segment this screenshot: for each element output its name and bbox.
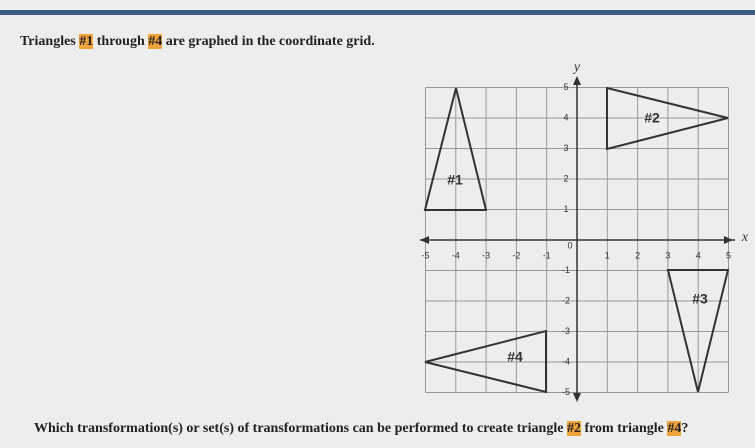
triangle (424, 329, 547, 394)
triangle (666, 269, 730, 393)
x-tick-label: -1 (543, 250, 551, 260)
intro: Triangles #1 through #4 are graphed in t… (20, 34, 375, 50)
triangle (606, 86, 729, 151)
question: Which transformation(s) or set(s) of tra… (34, 421, 688, 437)
x-tick-label: -4 (452, 250, 460, 260)
x-tick-label: -2 (512, 250, 520, 260)
x-tick-label: 1 (605, 250, 610, 260)
text: from triangle (580, 421, 668, 436)
x-tick-label: 2 (635, 250, 640, 260)
y-tick-label: 3 (563, 143, 568, 153)
y-tick-label: -4 (562, 356, 570, 366)
highlight: #4 (667, 421, 682, 436)
triangle-label: #2 (644, 110, 660, 126)
text: are graphed in the coordinate grid. (162, 34, 375, 49)
arrow (573, 76, 581, 85)
text: Triangles (20, 34, 80, 49)
x-tick-label: 5 (726, 250, 731, 260)
y-tick-label: 2 (563, 173, 568, 183)
triangle-label: #3 (692, 291, 708, 307)
text: ? (681, 421, 689, 436)
arrow (573, 393, 581, 402)
triangle-label: #4 (507, 349, 523, 365)
highlight: #2 (566, 421, 581, 436)
header-bar (0, 10, 755, 15)
axis-label: y (572, 60, 581, 75)
origin-label: 0 (567, 240, 572, 250)
x-tick-label: 3 (665, 250, 670, 260)
y-tick-label: -2 (562, 295, 570, 305)
y-tick-label: 5 (563, 82, 568, 92)
y-tick-label: 4 (563, 112, 568, 122)
y-tick-label: -3 (562, 326, 570, 336)
axis-label: x (741, 230, 749, 245)
y-tick-label: 1 (563, 204, 568, 214)
triangle-label: #1 (447, 172, 463, 188)
text: through (93, 34, 149, 49)
x-tick-label: -5 (421, 250, 429, 260)
x-tick-label: -3 (482, 250, 490, 260)
y-tick-label: -1 (562, 265, 570, 275)
arrow (724, 236, 733, 244)
y-tick-label: -5 (562, 387, 570, 397)
highlight: #1 (79, 34, 94, 49)
x-tick-label: 4 (696, 250, 701, 260)
text: Which transformation(s) or set(s) of tra… (34, 421, 567, 436)
highlight: #4 (148, 34, 163, 49)
arrow (420, 236, 429, 244)
triangle (423, 87, 488, 211)
